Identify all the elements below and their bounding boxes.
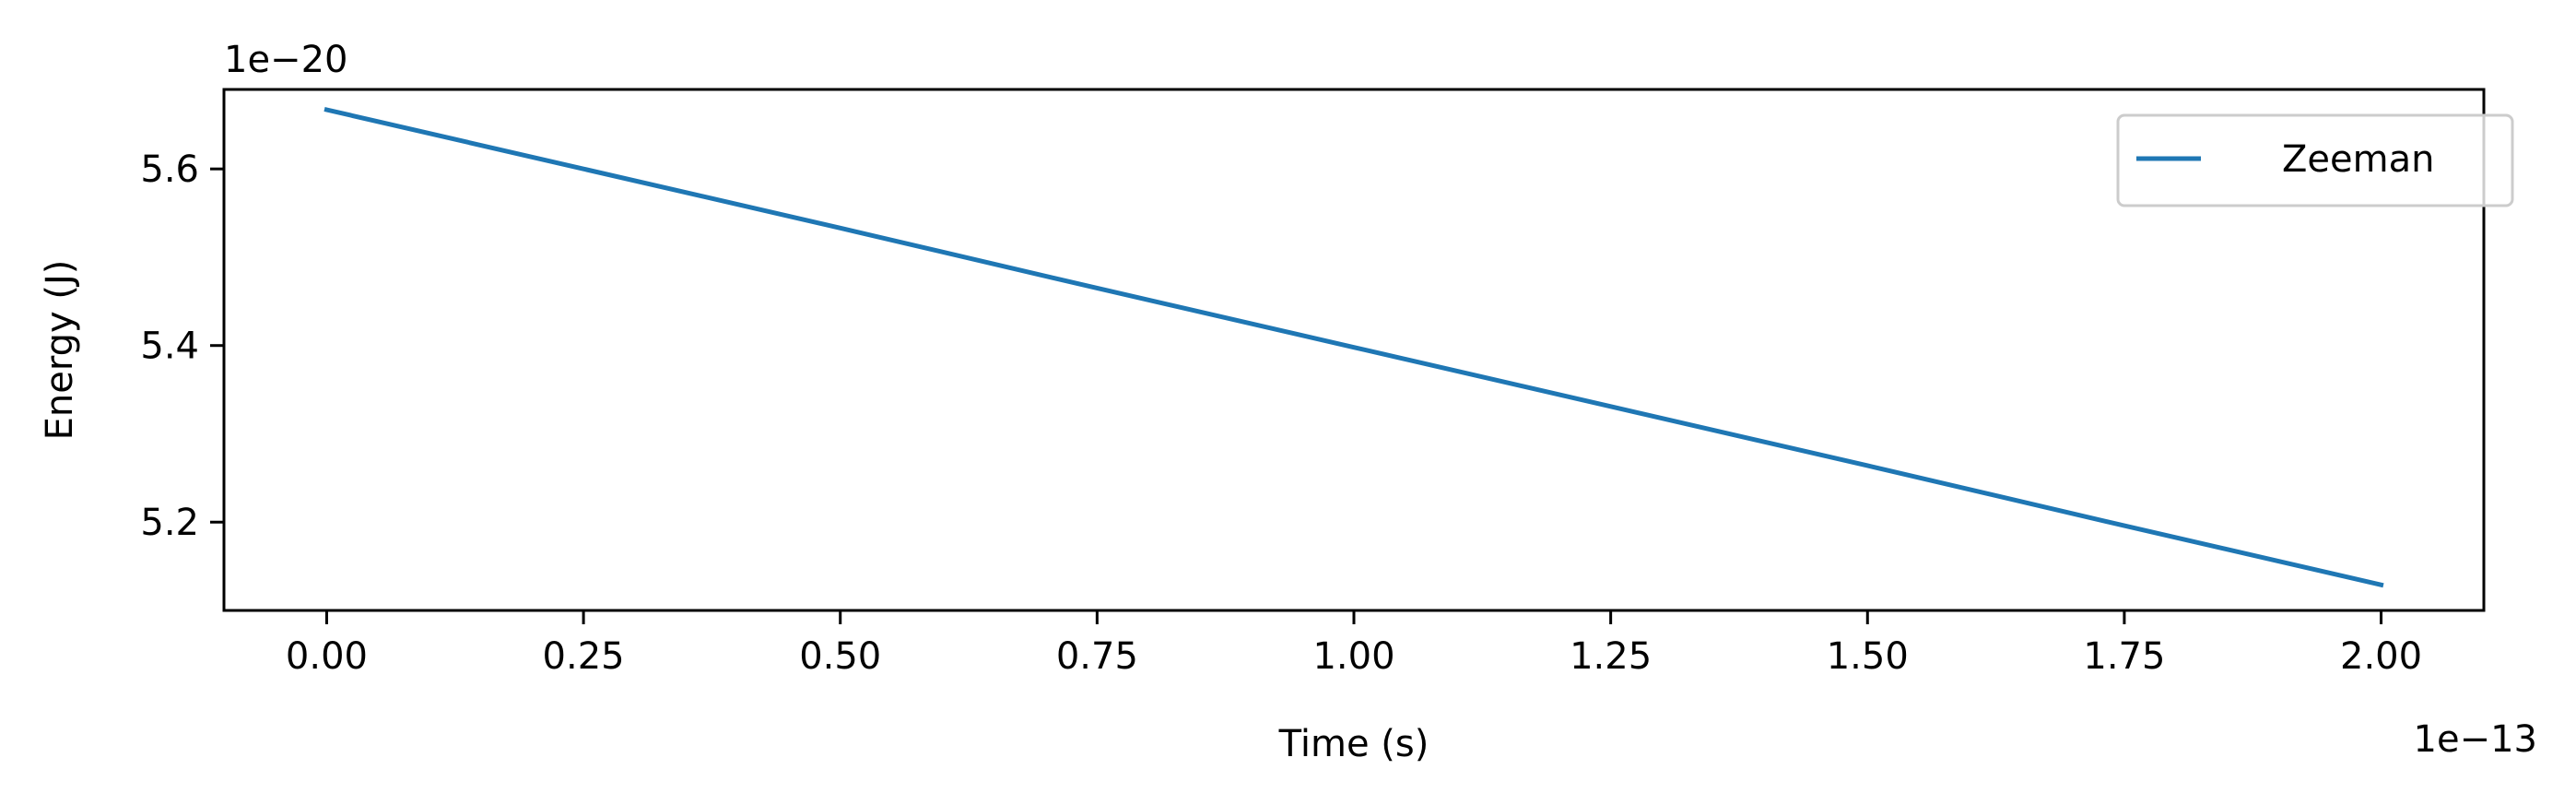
y-tick-label: 5.4 — [140, 326, 199, 368]
x-tick-label: 0.75 — [1056, 635, 1138, 678]
x-axis-ticks: 0.00 0.25 0.50 0.75 1.00 1.25 1.50 1.75 2.00 — [286, 610, 2422, 678]
legend-label-zeeman: Zeeman — [2282, 138, 2434, 181]
x-tick-label: 1.75 — [2083, 635, 2165, 678]
x-tick-label: 1.50 — [1827, 635, 1909, 678]
x-tick-label: 0.25 — [543, 635, 625, 678]
legend-box — [2116, 113, 2514, 207]
x-tick-label: 0.50 — [799, 635, 881, 678]
x-tick-label: 2.00 — [2340, 635, 2422, 678]
y-tick-label: 5.6 — [140, 148, 199, 191]
y-axis-label: Energy (J) — [39, 260, 81, 441]
series-line-zeeman — [323, 107, 2384, 588]
x-tick-label: 0.00 — [286, 635, 368, 678]
x-axis-label: Time (s) — [1278, 723, 1429, 765]
y-tick-label: 5.2 — [140, 502, 199, 544]
y-axis-ticks: 5.2 5.4 5.6 — [140, 148, 224, 544]
legend: Zeeman — [2116, 113, 2514, 207]
x-tick-label: 1.25 — [1570, 635, 1652, 678]
x-tick-label: 1.00 — [1312, 635, 1394, 678]
x-axis-offset-label: 1e−13 — [2414, 718, 2537, 761]
y-axis-offset-label: 1e−20 — [224, 39, 347, 81]
plot-area — [323, 107, 2384, 588]
